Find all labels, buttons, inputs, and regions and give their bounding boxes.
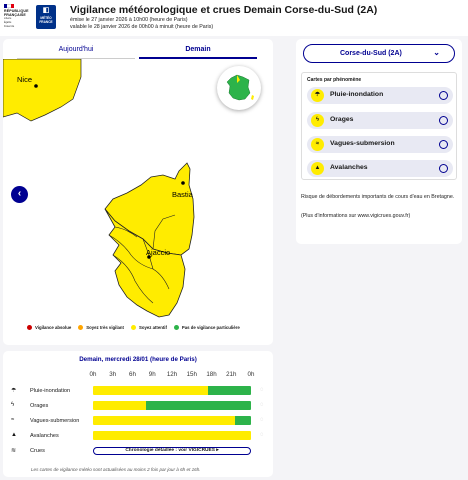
alpes-maritimes-region	[3, 59, 82, 122]
timeline-row-label: Pluie-inondation	[30, 388, 71, 394]
radio-avalanches[interactable]	[439, 164, 448, 173]
france-map-button[interactable]	[217, 66, 261, 110]
visibility-icon[interactable]: ◌	[260, 387, 264, 393]
waves-icon: ≈	[311, 138, 324, 151]
france-map-icon	[226, 74, 254, 101]
city-label-ajaccio: Ajaccio	[146, 248, 170, 257]
vigilance-map[interactable]: Nice Bastia Ajaccio	[3, 59, 273, 319]
timeline-segment	[234, 416, 251, 425]
previous-arrow-button[interactable]: ‹	[11, 186, 28, 203]
timeline-bar[interactable]	[93, 386, 251, 395]
timeline-segment	[145, 401, 251, 410]
map-legend: Vigilance absolue Soyez très vigilant So…	[27, 325, 240, 330]
timeline-row: ≈ Vagues-submersion ◌	[3, 415, 273, 427]
green-dot-icon	[173, 325, 179, 330]
timeline-row: ϟ Orages ◌	[3, 400, 273, 412]
phenomenon-avalanches[interactable]: ▲ Avalanches	[307, 160, 453, 177]
radio-vagues-submersion[interactable]	[439, 140, 448, 149]
page-title: Vigilance météorologique et crues Demain…	[70, 4, 378, 16]
timeline-hour-label: 6h	[129, 371, 136, 378]
corse-du-sud-region	[104, 208, 186, 318]
timeline-row: ▲ Avalanches ◌	[3, 430, 273, 442]
waves-icon: ≈	[11, 417, 15, 423]
timeline-hour-label: 0h	[247, 371, 255, 378]
timeline-hour-label: 18h	[206, 371, 217, 378]
timeline-segment	[93, 431, 251, 440]
map-panel: Aujourd'hui Demain Nice Bastia Ajaccio ‹…	[3, 39, 273, 345]
phenomena-cards: Cartes par phénomène ☂ Pluie-inondation …	[301, 72, 457, 180]
timeline-row-label: Vagues-submersion	[30, 418, 80, 424]
timeline-hour-label: 3h	[109, 371, 117, 378]
timeline-segment	[208, 386, 251, 395]
thunderstorm-icon: ϟ	[11, 402, 15, 408]
timeline-row: ☂ Pluie-inondation ◌	[3, 385, 273, 397]
orange-dot-icon	[78, 325, 84, 330]
chevron-down-icon: ⌄	[433, 48, 440, 57]
timeline-hour-label: 12h	[166, 371, 178, 378]
timeline-segment	[93, 401, 146, 410]
phenomenon-pluie-inondation[interactable]: ☂ Pluie-inondation	[307, 87, 453, 104]
tab-tomorrow[interactable]: Demain	[185, 46, 211, 53]
timeline-row-crues: ≋ Crues Chronologie détaillée : voir VIG…	[3, 445, 273, 457]
page-header: RÉPUBLIQUE FRANÇAISE Liberté Égalité Fra…	[0, 0, 468, 36]
chronology-vigicrues-button[interactable]: Chronologie détaillée : voir VIGICRUES ▸	[93, 447, 251, 455]
timeline-bar[interactable]	[93, 431, 251, 440]
meteo-france-logo: ◧ MÉTÉO FRANCE	[36, 5, 56, 29]
play-arrow-icon: ▸	[216, 448, 219, 453]
rain-flood-icon: ☂	[311, 89, 324, 102]
cards-title: Cartes par phénomène	[307, 77, 362, 83]
visibility-icon[interactable]: ◌	[260, 432, 264, 438]
radio-pluie-inondation[interactable]	[439, 91, 448, 100]
timeline-panel: Demain, mercredi 28/01 (heure de Paris) …	[3, 351, 273, 477]
thunderstorm-icon: ϟ	[311, 114, 324, 127]
timeline-hour-label: 15h	[186, 371, 197, 378]
emission-date: émise le 27 janvier 2026 à 10h00 (heure …	[70, 17, 188, 23]
timeline-row-label: Avalanches	[30, 433, 59, 439]
flood-info-text: Risque de débordements importants de cou…	[301, 194, 455, 200]
tab-divider	[17, 58, 135, 59]
visibility-icon[interactable]: ◌	[260, 417, 264, 423]
timeline-hour-label: 0h	[89, 371, 97, 378]
flood-waves-icon: ≋	[11, 448, 17, 454]
timeline-hour-label: 9h	[148, 371, 156, 378]
update-note: Les cartes de vigilance météo sont actua…	[31, 467, 201, 472]
vigicrues-info-link[interactable]: (Plus d'informations sur www.vigicrues.g…	[301, 213, 411, 219]
side-panel: Corse-du-Sud (2A) ⌄ Cartes par phénomène…	[296, 39, 462, 244]
phenomenon-vagues-submersion[interactable]: ≈ Vagues-submersion	[307, 136, 453, 153]
timeline-segment	[93, 386, 209, 395]
visibility-icon[interactable]: ◌	[260, 402, 264, 408]
republique-francaise-logo: RÉPUBLIQUE FRANÇAISE Liberté Égalité Fra…	[4, 4, 34, 34]
timeline-bar[interactable]	[93, 416, 251, 425]
legend-item-orange: Soyez très vigilant	[78, 325, 124, 330]
yellow-dot-icon	[130, 325, 136, 330]
rain-flood-icon: ☂	[11, 388, 17, 394]
legend-item-red: Vigilance absolue	[27, 325, 71, 330]
timeline-bar[interactable]	[93, 401, 251, 410]
city-label-bastia: Bastia	[172, 190, 194, 199]
timeline-segment	[93, 416, 235, 425]
timeline-hour-label: 21h	[226, 371, 237, 378]
timeline-title: Demain, mercredi 28/01 (heure de Paris)	[79, 356, 197, 363]
red-dot-icon	[27, 325, 32, 330]
legend-item-yellow: Soyez attentif	[130, 325, 167, 330]
avalanche-icon: ▲	[11, 432, 17, 438]
department-select[interactable]: Corse-du-Sud (2A) ⌄	[303, 44, 455, 63]
tab-today[interactable]: Aujourd'hui	[58, 46, 94, 53]
phenomenon-orages[interactable]: ϟ Orages	[307, 112, 453, 129]
legend-item-green: Pas de vigilance particulière	[173, 325, 240, 330]
city-label-nice: Nice	[17, 75, 32, 84]
validity-date: valable le 28 janvier 2026 de 00h00 à mi…	[70, 23, 214, 30]
timeline-row-label: Orages	[30, 403, 49, 409]
radio-orages[interactable]	[439, 116, 448, 125]
active-tab-indicator	[139, 57, 257, 59]
avalanche-icon: ▲	[311, 162, 324, 175]
